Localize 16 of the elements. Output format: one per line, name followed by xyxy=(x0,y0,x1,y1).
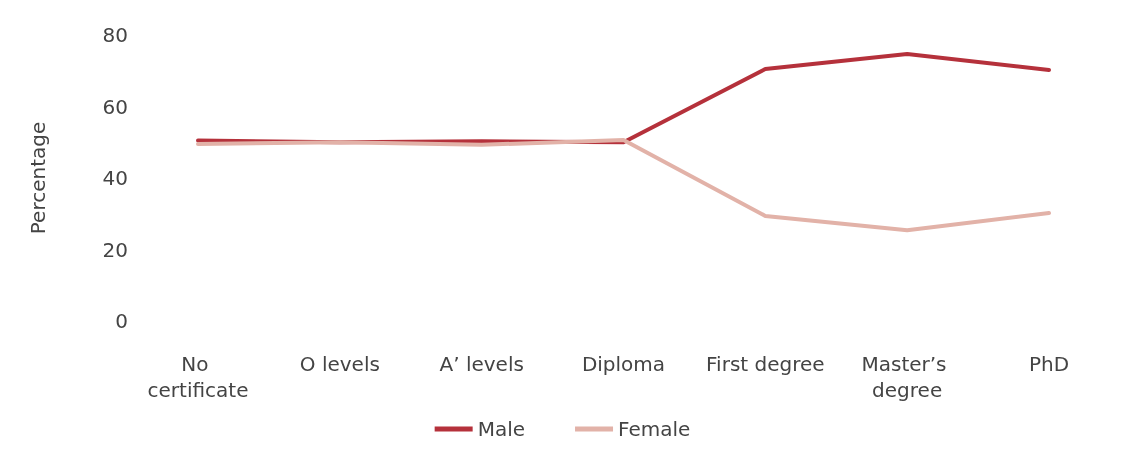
x-tick-label: First degree xyxy=(706,352,825,376)
y-tick-label: 20 xyxy=(102,237,128,262)
x-tick-label: No certificate xyxy=(147,352,249,402)
y-tick-label: 60 xyxy=(102,94,128,119)
y-axis-title: Percentage xyxy=(26,121,50,235)
legend-label: Male xyxy=(477,417,526,441)
x-tick-label: PhD xyxy=(1028,352,1070,376)
x-tick-label: Diploma xyxy=(581,352,666,376)
x-tick-label: A’ levels xyxy=(439,352,524,376)
y-tick-label: 0 xyxy=(115,309,128,333)
legend-label: Female xyxy=(618,417,691,441)
line-series xyxy=(196,138,1051,233)
y-tick-label: 40 xyxy=(102,166,128,190)
x-tick-label: Master’s degree xyxy=(861,352,953,402)
x-tick-label: O levels xyxy=(299,352,380,376)
y-tick-label: 80 xyxy=(102,23,128,47)
